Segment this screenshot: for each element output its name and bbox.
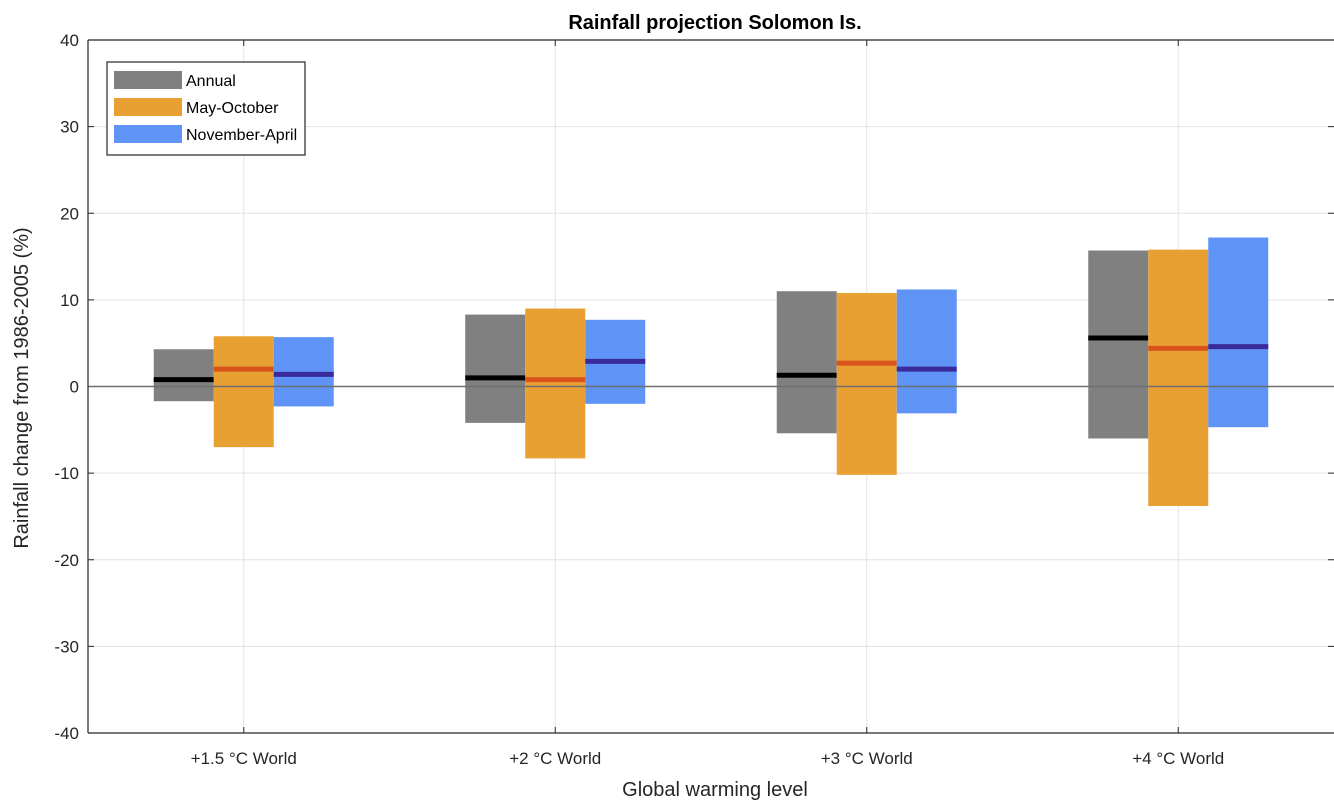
legend-swatch-november-april [114, 125, 182, 143]
bar-may-october [1148, 249, 1209, 507]
legend-label-may-october: May-October [186, 100, 279, 117]
y-tick-label: -30 [54, 637, 79, 656]
y-axis-label: Rainfall change from 1986-2005 (%) [11, 227, 33, 548]
x-tick-label: +4 °C World [1132, 749, 1224, 768]
x-axis-label: Global warming level [622, 779, 808, 801]
y-tick-label: 0 [70, 378, 79, 397]
y-tick-label: -10 [54, 464, 79, 483]
legend-label-november-april: November-April [186, 127, 297, 144]
y-tick-label: 30 [60, 118, 79, 137]
x-tick-label: +2 °C World [509, 749, 601, 768]
bar-annual [465, 314, 526, 423]
y-tick-label: 20 [60, 204, 79, 223]
bar-may-october [836, 292, 897, 475]
bar-annual [776, 291, 837, 434]
y-tick-label: 40 [60, 31, 79, 50]
bar-annual [1088, 250, 1149, 439]
axis-layer: -40 -30 -20 -10 0 10 20 30 40 +1.5 °C World +2 °C … [54, 31, 1334, 768]
legend-swatch-annual [114, 71, 182, 89]
x-tick-label: +1.5 °C World [191, 749, 297, 768]
bar-may-october [213, 336, 274, 448]
bars-layer [153, 237, 1269, 507]
x-tick-label: +3 °C World [821, 749, 913, 768]
bar-annual [153, 349, 214, 402]
legend-label-annual: Annual [186, 73, 236, 90]
bar-november-april [273, 337, 334, 407]
bar-november-april [896, 289, 957, 414]
bar-november-april [1208, 237, 1269, 428]
bar-may-october [525, 308, 586, 459]
chart-title: Rainfall projection Solomon Is. [568, 12, 861, 34]
legend: Annual May-October November-April [106, 61, 306, 156]
legend-swatch-may-october [114, 98, 182, 116]
y-tick-label: -20 [54, 551, 79, 570]
y-tick-label: 10 [60, 291, 79, 310]
y-tick-label: -40 [54, 724, 79, 743]
